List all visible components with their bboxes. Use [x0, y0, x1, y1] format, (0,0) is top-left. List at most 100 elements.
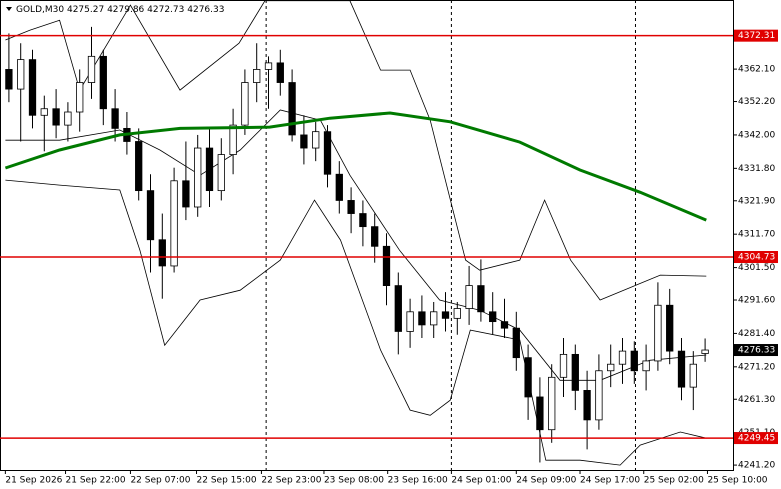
- band-lower: [5, 179, 707, 466]
- candle-body: [229, 124, 237, 155]
- plot-frame: [0, 0, 734, 471]
- candle-body: [241, 82, 249, 126]
- candle-body: [5, 69, 13, 90]
- candle-body: [300, 134, 308, 149]
- candle-body: [99, 55, 107, 110]
- y-tick-label: 4291.60: [738, 296, 775, 306]
- y-tick-label: 4271.20: [738, 362, 775, 372]
- candle-body: [40, 108, 48, 116]
- candle-body: [111, 108, 119, 129]
- x-tick-label: 25 Sep 10:00: [707, 476, 767, 486]
- candle-body: [394, 285, 402, 332]
- y-tick-label: 4321.90: [738, 196, 775, 206]
- candle-body: [548, 376, 556, 431]
- candle-body: [64, 111, 72, 126]
- candle-body: [28, 59, 37, 116]
- y-tick-label: 4311.70: [738, 230, 775, 240]
- x-tick-label: 21 Sep 22:00: [66, 476, 126, 486]
- x-tick-label: 22 Sep 07:00: [130, 476, 190, 486]
- price-label-bg: [734, 344, 778, 357]
- candle-body: [288, 82, 296, 136]
- candle-body: [583, 390, 591, 421]
- candle-body: [607, 363, 615, 372]
- candle-body: [217, 154, 225, 192]
- price-label: 4276.33: [738, 346, 775, 356]
- candle-body: [87, 55, 96, 83]
- candle-body: [406, 311, 414, 332]
- candle-body: [595, 370, 603, 421]
- high: 4279.86: [107, 5, 144, 15]
- candle-body: [312, 131, 320, 149]
- y-tick-label: 4281.40: [738, 329, 775, 339]
- candle-body: [677, 350, 686, 388]
- candle-body: [205, 147, 214, 192]
- candle-body: [512, 327, 520, 359]
- candle-body: [630, 350, 638, 372]
- candle-body: [524, 357, 532, 398]
- menu-arrow: [6, 7, 12, 11]
- candle-body: [477, 285, 485, 313]
- y-tick-label: 4352.20: [738, 97, 775, 107]
- x-tick-label: 23 Sep 16:00: [388, 476, 448, 486]
- candle-body: [654, 304, 662, 362]
- candle-body: [76, 82, 84, 113]
- low: 4272.73: [147, 5, 184, 15]
- level-label-bg: [734, 432, 778, 445]
- candle-body: [559, 353, 568, 378]
- candle-body: [500, 321, 509, 329]
- candle-body: [441, 311, 450, 319]
- candle-body: [453, 308, 461, 319]
- y-tick-label: 4342.00: [738, 130, 775, 140]
- candle-body: [701, 349, 709, 354]
- candle-body: [465, 285, 473, 309]
- x-tick-label: 23 Sep 08:00: [324, 476, 384, 486]
- candle-body: [489, 311, 497, 323]
- symbol: GOLD,M30: [16, 5, 64, 15]
- candle-body: [182, 180, 190, 208]
- moving-average: [4, 111, 707, 222]
- candle-body: [536, 396, 544, 431]
- level-label-bg: [734, 29, 778, 42]
- candle-body: [618, 350, 627, 365]
- open: 4275.27: [67, 5, 104, 15]
- candle-body: [135, 141, 143, 192]
- candle-body: [642, 360, 650, 372]
- header: GOLD,M30 4275.27 4279.86 4272.73 4276.33: [16, 5, 224, 15]
- candle-body: [253, 69, 261, 83]
- close: 4276.33: [187, 5, 224, 15]
- candle-body: [335, 173, 343, 201]
- y-tick-label: 4331.80: [738, 164, 775, 174]
- x-tick-label: 24 Sep 01:00: [451, 476, 511, 486]
- y-tick-label: 4362.10: [738, 65, 775, 75]
- candle-body: [323, 131, 332, 175]
- candle-body: [418, 311, 426, 326]
- candle-body: [170, 180, 178, 267]
- candle-body: [382, 245, 391, 287]
- candle-body: [276, 62, 284, 83]
- candle-body: [666, 304, 674, 352]
- candle-body: [194, 147, 202, 208]
- x-tick-label: 22 Sep 23:00: [261, 476, 321, 486]
- y-tick-label: 4301.50: [738, 263, 775, 273]
- candle-body: [430, 311, 438, 326]
- candle-body: [571, 353, 579, 391]
- level-label: 4304.73: [738, 253, 775, 263]
- candle-body: [359, 213, 367, 228]
- level-label: 4372.31: [738, 31, 775, 41]
- candle-body: [371, 226, 379, 247]
- candle-body: [17, 59, 25, 90]
- x-tick-label: 25 Sep 02:00: [644, 476, 704, 486]
- y-tick-label: 4261.30: [738, 395, 775, 405]
- level-label: 4249.45: [738, 434, 775, 444]
- candle-body: [52, 108, 60, 126]
- x-tick-label: 22 Sep 15:00: [197, 476, 257, 486]
- candle-body: [264, 62, 273, 70]
- candle-body: [146, 190, 155, 241]
- candle-body: [689, 363, 697, 388]
- x-tick-label: 21 Sep 2026: [5, 476, 62, 486]
- x-tick-label: 24 Sep 09:00: [516, 476, 576, 486]
- y-tick-label: 4241.20: [738, 461, 775, 471]
- candle-body: [347, 200, 355, 214]
- x-tick-label: 24 Sep 17:00: [580, 476, 640, 486]
